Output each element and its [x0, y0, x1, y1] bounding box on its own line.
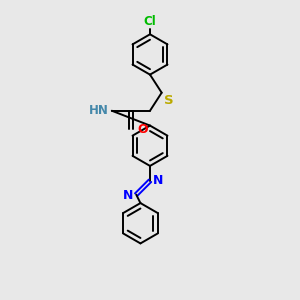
Text: N: N [123, 189, 134, 202]
Text: Cl: Cl [144, 15, 156, 28]
Text: S: S [164, 94, 174, 107]
Text: O: O [137, 123, 148, 136]
Text: HN: HN [89, 104, 109, 117]
Text: N: N [152, 174, 163, 187]
